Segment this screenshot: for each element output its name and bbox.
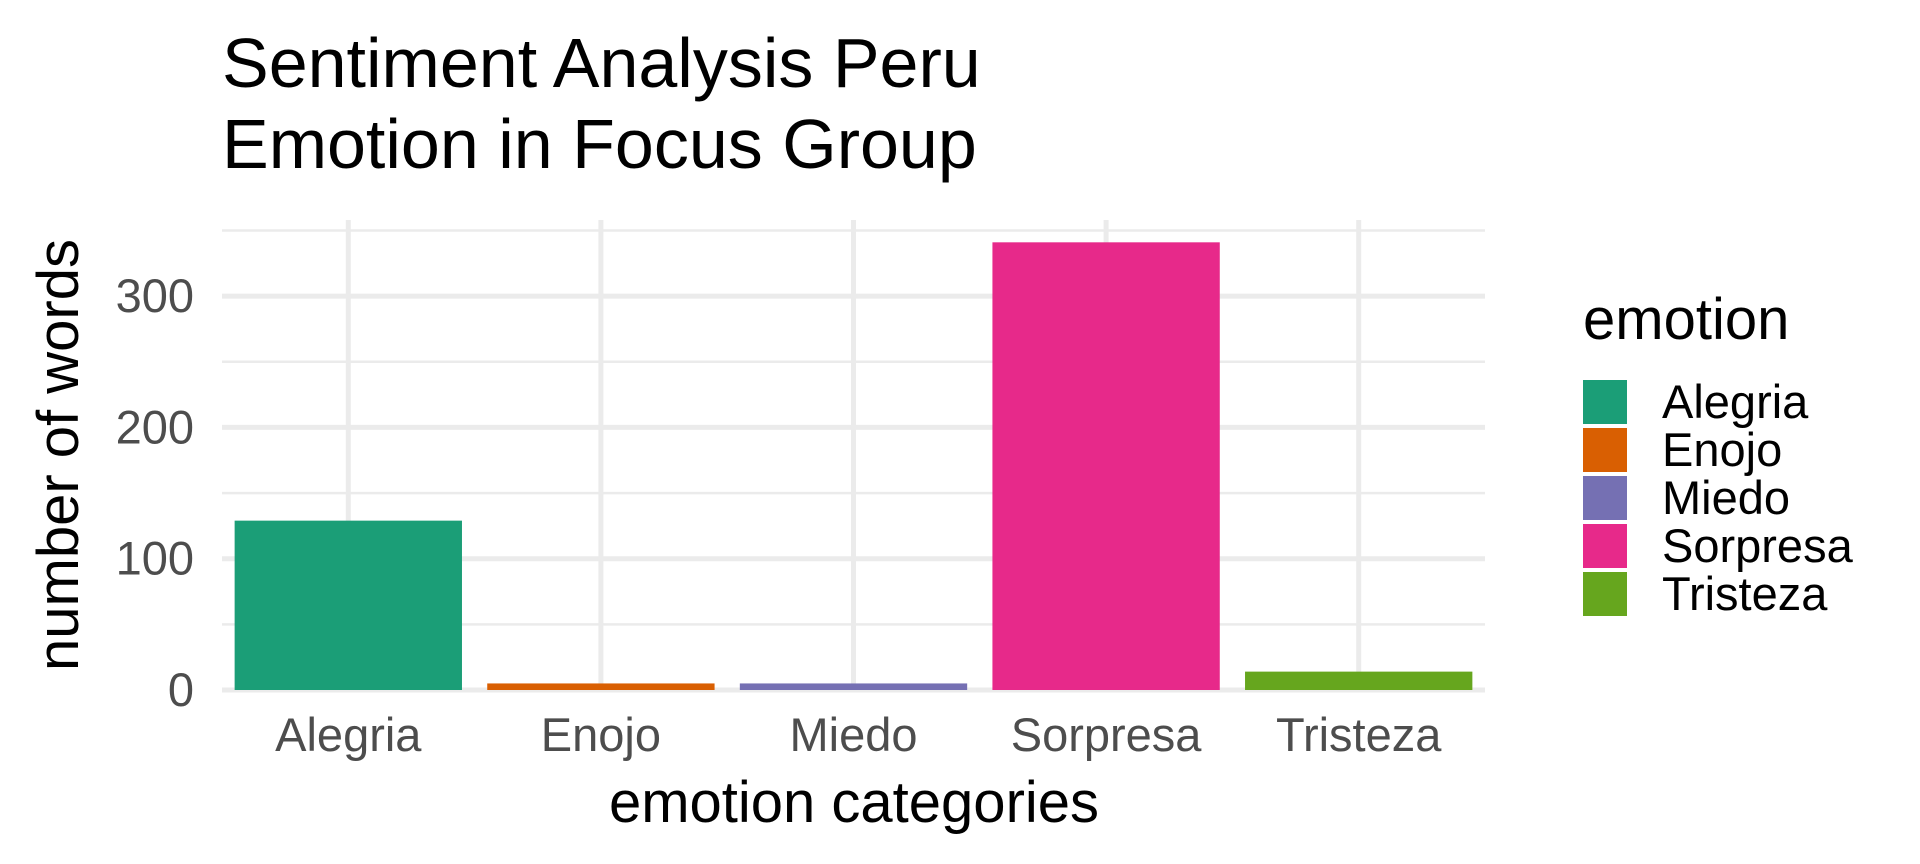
legend-key-sorpresa bbox=[1583, 524, 1627, 568]
x-tick-label: Miedo bbox=[789, 708, 917, 761]
bar-tristeza bbox=[1245, 671, 1473, 690]
legend-label-enojo: Enojo bbox=[1662, 423, 1782, 476]
legend-label-tristeza: Tristeza bbox=[1662, 567, 1828, 620]
y-tick-label: 200 bbox=[116, 400, 194, 453]
chart-title-line-1: Sentiment Analysis Peru bbox=[222, 24, 981, 102]
x-axis-title: emotion categories bbox=[609, 770, 1099, 835]
chart-title-line-2: Emotion in Focus Group bbox=[222, 105, 977, 183]
x-tick-label: Alegria bbox=[275, 708, 422, 761]
y-tick-label: 300 bbox=[116, 269, 194, 322]
legend-title: emotion bbox=[1583, 287, 1789, 352]
plot-area: 0 100 200 300 Alegria Enojo Miedo Sorpresa Trist… bbox=[116, 220, 1485, 761]
y-tick-label: 100 bbox=[116, 532, 194, 585]
bar-alegria bbox=[234, 520, 462, 690]
bar-miedo bbox=[739, 683, 968, 690]
y-tick-label: 0 bbox=[168, 663, 194, 716]
x-tick-label: Tristeza bbox=[1276, 708, 1442, 761]
legend: emotion AlegriaEnojoMiedoSorpresaTristez… bbox=[1583, 287, 1854, 620]
bar-enojo bbox=[487, 683, 715, 690]
legend-key-tristeza bbox=[1583, 572, 1627, 616]
legend-key-alegria bbox=[1583, 380, 1627, 424]
legend-key-miedo bbox=[1583, 476, 1627, 520]
legend-label-alegria: Alegria bbox=[1662, 375, 1809, 428]
legend-key-enojo bbox=[1583, 428, 1627, 472]
legend-label-miedo: Miedo bbox=[1662, 471, 1790, 524]
x-tick-label: Sorpresa bbox=[1011, 708, 1203, 761]
y-axis-title: number of words bbox=[26, 239, 91, 671]
legend-label-sorpresa: Sorpresa bbox=[1662, 519, 1854, 572]
bar-sorpresa bbox=[992, 242, 1220, 691]
x-tick-label: Enojo bbox=[541, 708, 661, 761]
